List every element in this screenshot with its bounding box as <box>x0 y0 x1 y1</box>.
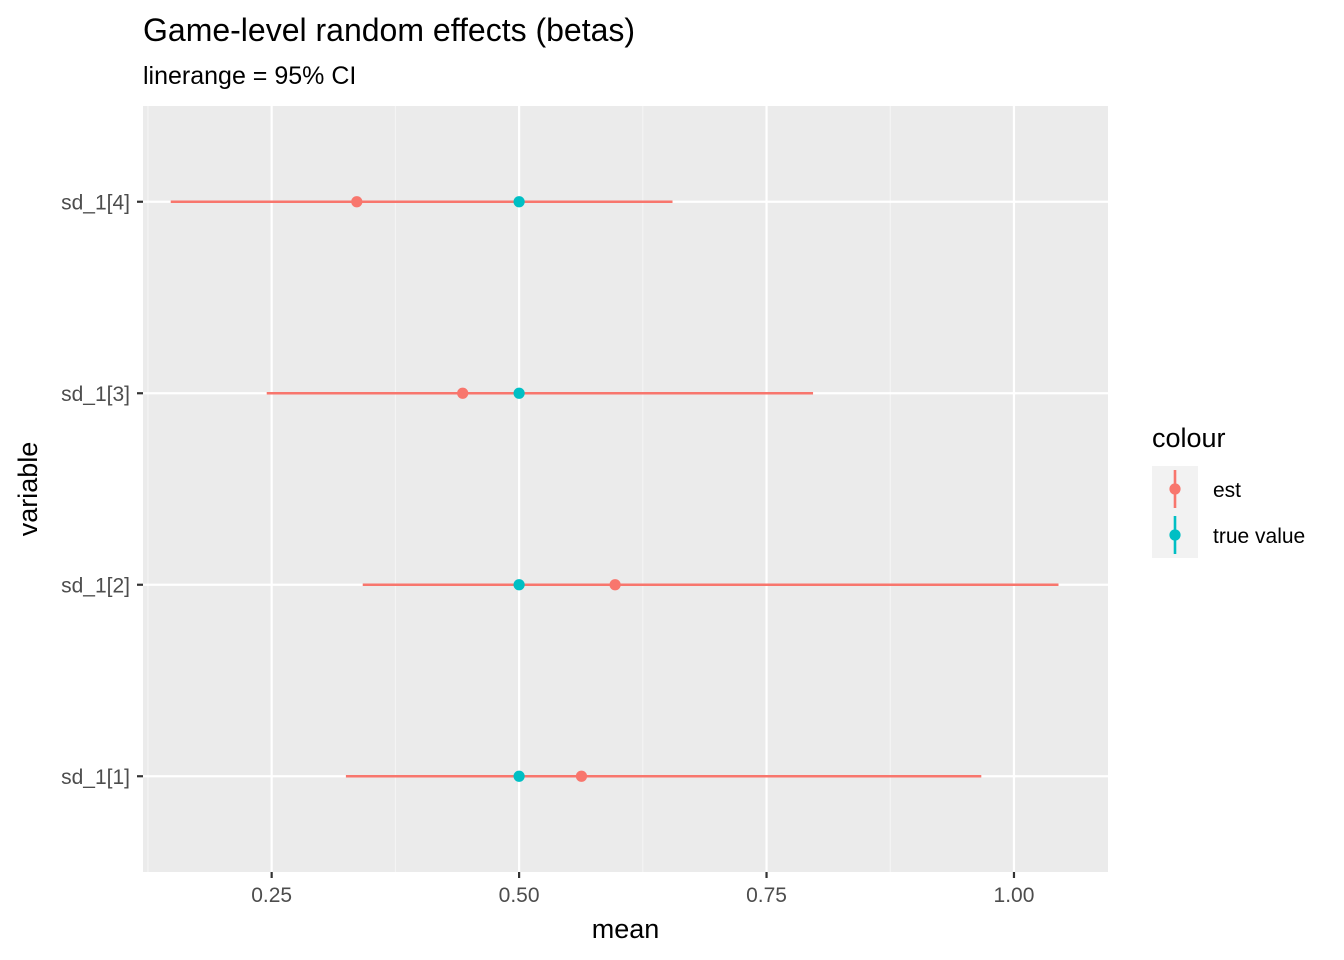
x-axis-title: mean <box>592 914 660 944</box>
data-point <box>513 579 525 591</box>
legend-entry-label: est <box>1213 479 1241 502</box>
chart-title: Game-level random effects (betas) <box>143 12 635 48</box>
data-point <box>513 387 525 399</box>
data-point <box>513 196 525 208</box>
legend-title: colour <box>1152 423 1226 453</box>
data-point <box>575 770 588 782</box>
x-tick-label: 0.50 <box>499 884 540 907</box>
y-axis-title: variable <box>13 442 43 537</box>
y-tick-label: sd_1[2] <box>61 574 130 597</box>
chart-subtitle: linerange = 95% CI <box>143 62 356 90</box>
legend-key-point <box>1169 483 1181 495</box>
plot-panel <box>143 106 1108 872</box>
data-point <box>457 387 469 399</box>
y-tick-label: sd_1[1] <box>61 766 130 789</box>
data-point <box>351 196 363 208</box>
legend-entry-label: true value <box>1213 525 1305 548</box>
data-point <box>513 770 525 782</box>
legend-key-point <box>1169 529 1181 541</box>
legend: colour est true value <box>1152 423 1305 558</box>
x-axis: 0.25 0.50 0.75 1.00 <box>251 872 1034 907</box>
y-axis: sd_1[1] sd_1[2] sd_1[3] sd_1[4] <box>61 191 143 789</box>
x-tick-label: 0.25 <box>251 884 292 907</box>
y-tick-label: sd_1[4] <box>61 191 130 214</box>
y-tick-label: sd_1[3] <box>61 383 130 406</box>
series-est <box>170 196 1059 782</box>
minor-grid <box>147 106 891 872</box>
x-tick-label: 0.75 <box>746 884 787 907</box>
series-layer <box>170 196 1059 782</box>
series-true-value <box>513 196 525 782</box>
x-tick-label: 1.00 <box>994 884 1035 907</box>
data-point <box>609 579 621 591</box>
